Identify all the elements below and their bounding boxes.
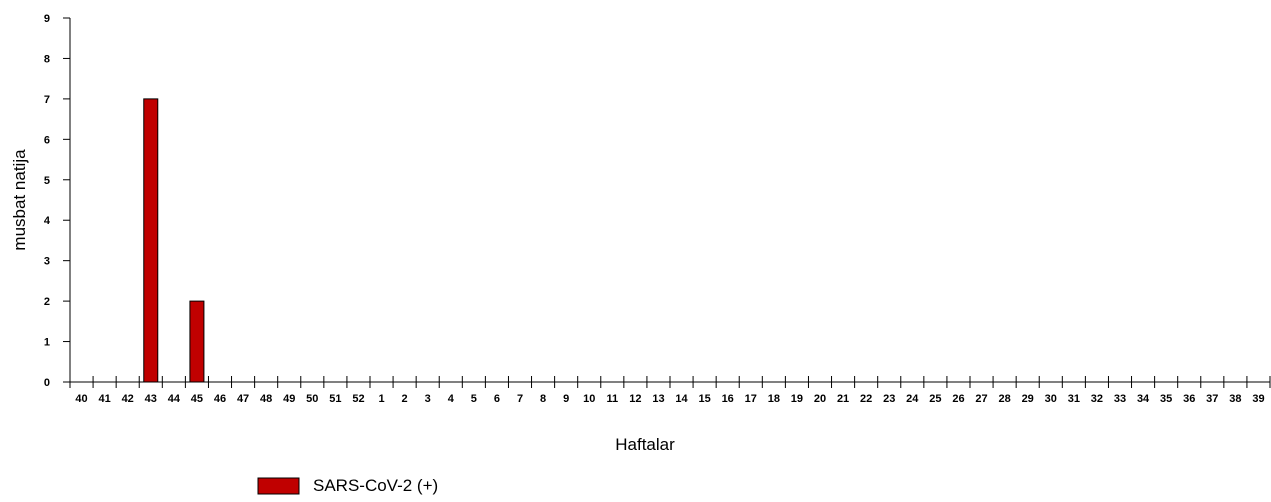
x-tick-label: 11 xyxy=(606,393,618,405)
x-tick-label: 5 xyxy=(471,393,477,405)
x-tick-label: 34 xyxy=(1137,393,1150,405)
x-tick-label: 25 xyxy=(929,393,941,405)
x-tick-label: 35 xyxy=(1160,393,1172,405)
x-tick-label: 33 xyxy=(1114,393,1126,405)
x-tick-label: 38 xyxy=(1229,393,1241,405)
x-tick-label: 45 xyxy=(191,393,203,405)
x-tick-label: 50 xyxy=(306,393,318,405)
x-tick-label: 49 xyxy=(283,393,295,405)
x-tick-label: 52 xyxy=(352,393,364,405)
legend: SARS-CoV-2 (+) xyxy=(257,476,438,495)
x-tick-label: 24 xyxy=(906,393,919,405)
x-tick-label: 43 xyxy=(145,393,157,405)
x-tick-label: 15 xyxy=(698,393,710,405)
y-tick-label: 2 xyxy=(44,296,50,308)
x-tick-label: 12 xyxy=(629,393,641,405)
x-tick-label: 17 xyxy=(745,393,757,405)
legend-swatch xyxy=(257,477,300,495)
y-tick-label: 0 xyxy=(44,377,50,389)
x-tick-label: 1 xyxy=(378,393,384,405)
x-tick-label: 2 xyxy=(402,393,408,405)
x-tick-label: 10 xyxy=(583,393,595,405)
x-tick-label: 48 xyxy=(260,393,272,405)
x-tick-label: 16 xyxy=(722,393,734,405)
x-tick-label: 19 xyxy=(791,393,803,405)
x-tick-label: 26 xyxy=(952,393,964,405)
x-tick-label: 42 xyxy=(122,393,134,405)
x-tick-label: 37 xyxy=(1206,393,1218,405)
x-tick-label: 13 xyxy=(652,393,664,405)
x-tick-label: 8 xyxy=(540,393,546,405)
x-tick-label: 14 xyxy=(675,393,688,405)
y-tick-label: 9 xyxy=(44,13,50,25)
y-tick-label: 6 xyxy=(44,134,50,146)
x-tick-label: 44 xyxy=(168,393,181,405)
x-tick-label: 39 xyxy=(1252,393,1264,405)
x-tick-label: 46 xyxy=(214,393,226,405)
x-tick-label: 4 xyxy=(448,393,455,405)
x-tick-label: 30 xyxy=(1045,393,1057,405)
y-tick-label: 7 xyxy=(44,94,50,106)
y-tick-label: 3 xyxy=(44,256,50,268)
x-axis: 40 41 42 43 44 45 46 47 48 49 50 51 52 1 2 3 4 5 6 7 8 9 10 11 1… xyxy=(69,376,1271,405)
y-tick-label: 1 xyxy=(44,337,50,349)
x-tick-label: 9 xyxy=(563,393,569,405)
y-axis: 0 1 2 3 4 5 6 7 8 9 xyxy=(44,13,71,389)
bars xyxy=(143,98,205,383)
y-axis-title: musbat natija xyxy=(10,149,29,251)
x-tick-label: 40 xyxy=(75,393,87,405)
x-tick-label: 7 xyxy=(517,393,523,405)
x-tick-label: 51 xyxy=(329,393,341,405)
x-tick-label: 20 xyxy=(814,393,826,405)
legend-label: SARS-CoV-2 (+) xyxy=(313,476,438,495)
x-tick-label: 22 xyxy=(860,393,872,405)
y-tick-label: 5 xyxy=(44,175,50,187)
x-tick-label: 21 xyxy=(837,393,849,405)
x-tick-label: 29 xyxy=(1022,393,1034,405)
x-tick-label: 27 xyxy=(975,393,987,405)
y-tick-label: 4 xyxy=(44,215,51,227)
x-tick-label: 32 xyxy=(1091,393,1103,405)
bar xyxy=(189,300,205,383)
x-tick-label: 47 xyxy=(237,393,249,405)
x-tick-label: 6 xyxy=(494,393,500,405)
x-tick-label: 28 xyxy=(998,393,1010,405)
x-tick-label: 41 xyxy=(98,393,110,405)
x-tick-label: 31 xyxy=(1068,393,1080,405)
x-tick-label: 23 xyxy=(883,393,895,405)
x-tick-label: 36 xyxy=(1183,393,1195,405)
bar xyxy=(143,98,159,383)
x-tick-label: 18 xyxy=(768,393,780,405)
x-tick-label: 3 xyxy=(425,393,431,405)
x-axis-title: Haftalar xyxy=(615,435,675,454)
y-tick-label: 8 xyxy=(44,53,50,65)
